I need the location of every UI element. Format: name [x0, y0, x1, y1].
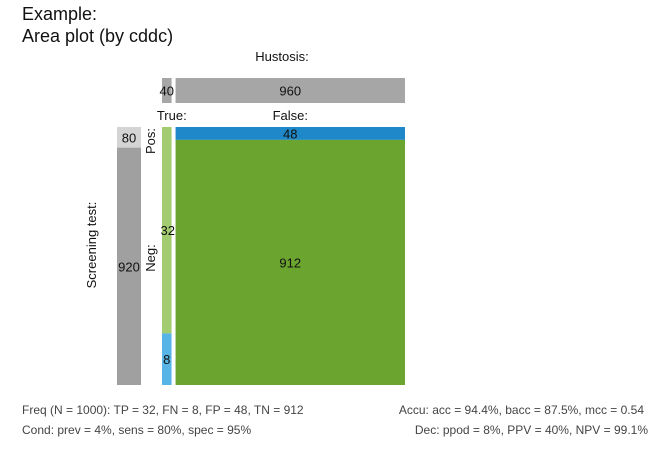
row-axis-label: Screening test:: [84, 202, 99, 289]
cond-false-bar: [175, 78, 405, 103]
dec-neg-value: 920: [118, 259, 140, 274]
chart-marks: 40 960 True: False: 80 920 Pos: Neg:32 8 48 912: [117, 78, 405, 385]
footer-dec: Dec: ppod = 8%, PPV = 40%, NPV = 99.1%: [415, 423, 648, 437]
footer-cond: Cond: prev = 4%, sens = 80%, spec = 95%: [22, 423, 251, 437]
dec-neg-bar: [117, 147, 141, 385]
cond-false-value: 960: [279, 84, 301, 99]
chart-title: Example:: [22, 4, 97, 24]
chart-subtitle: Area plot (by cddc): [22, 26, 173, 46]
tp-value: 32: [161, 223, 175, 238]
footer-freq: Freq (N = 1000): TP = 32, FN = 8, FP = 4…: [22, 403, 304, 417]
cond-true-bar: [162, 78, 172, 103]
fn-area: [162, 333, 172, 385]
footer-accu: Accu: acc = 94.4%, bacc = 87.5%, mcc = 0…: [399, 403, 644, 417]
dec-pos-bar: [117, 127, 141, 148]
fp-area: [175, 127, 405, 140]
tn-area: [175, 139, 405, 385]
fn-value: 8: [163, 352, 170, 367]
tn-value: 912: [279, 255, 301, 270]
column-axis-label: Hustosis:: [255, 49, 308, 64]
cond-true-value: 40: [160, 84, 174, 99]
fp-value: 48: [283, 126, 297, 141]
dec-neg-label: Neg:: [143, 244, 158, 271]
cond-false-label: False:: [273, 108, 308, 123]
dec-pos-label: Pos:: [143, 128, 158, 154]
tp-area: [162, 127, 172, 334]
dec-pos-value: 80: [122, 130, 136, 145]
cond-true-label: True:: [157, 108, 187, 123]
